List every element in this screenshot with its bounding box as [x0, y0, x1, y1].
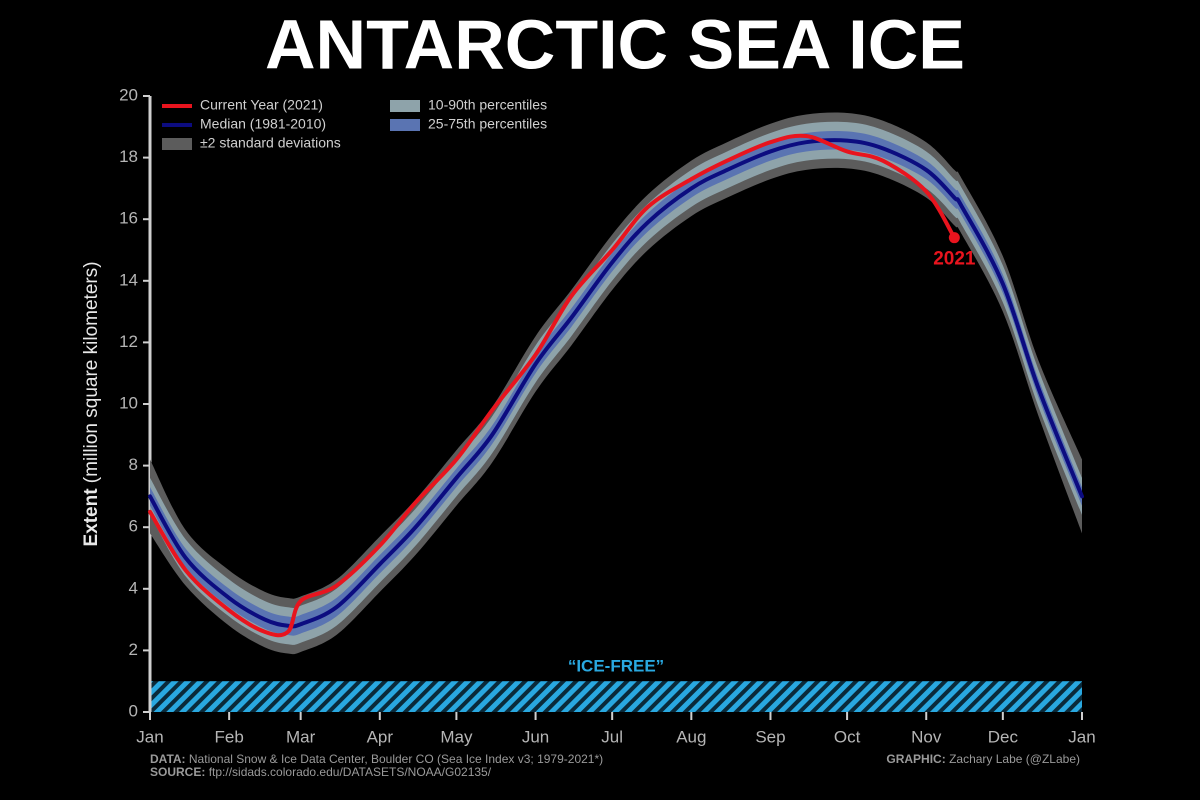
y-tick-label: 4	[129, 578, 138, 597]
plot-area: “ICE-FREE” 0 2 4 6 8 10 12 14 16 18 20 Jan Feb Mar Apr M…	[119, 85, 1096, 746]
x-tick-label: Dec	[988, 727, 1019, 746]
ice-free-band	[150, 681, 1082, 712]
x-tick-label: May	[440, 727, 473, 746]
x-tick-label: Apr	[367, 727, 394, 746]
end-label: 2021	[933, 249, 976, 270]
x-tick-label: Nov	[911, 727, 942, 746]
legend-label: 10-90th percentiles	[428, 97, 547, 113]
x-tick-label: Mar	[286, 727, 316, 746]
y-tick-label: 2	[129, 640, 138, 659]
y-tick-label: 8	[129, 455, 138, 474]
footer-data-text: National Snow & Ice Data Center, Boulder…	[189, 752, 603, 766]
ice-free-label: “ICE-FREE”	[568, 657, 664, 676]
y-tick-label: 16	[119, 209, 138, 228]
y-axis-label: Extent (million square kilometers)	[81, 261, 102, 546]
footer-graphic-text: Zachary Labe (@ZLabe)	[949, 752, 1080, 766]
footer-source-text: ftp://sidads.colorado.edu/DATASETS/NOAA/…	[209, 765, 492, 779]
legend-label: Current Year (2021)	[200, 97, 323, 113]
legend-label: 25-75th percentiles	[428, 116, 547, 132]
y-tick-label: 18	[119, 147, 138, 166]
x-tick-label: Jul	[601, 727, 623, 746]
legend-swatch	[162, 138, 192, 150]
x-tick-label: Jan	[1068, 727, 1095, 746]
legend-label: Median (1981-2010)	[200, 116, 326, 132]
footer-data-label: DATA:	[150, 752, 186, 766]
y-axis-label-unit: (million square kilometers)	[81, 261, 102, 483]
end-point	[948, 232, 960, 244]
chart-title: ANTARCTIC SEA ICE	[265, 5, 965, 83]
y-tick-label: 0	[129, 701, 138, 720]
legend-label: ±2 standard deviations	[200, 135, 341, 151]
footer-graphic-label: GRAPHIC:	[886, 752, 945, 766]
x-tick-label: Aug	[676, 727, 706, 746]
legend-swatch	[390, 100, 420, 112]
footer-source: SOURCE: ftp://sidads.colorado.edu/DATASE…	[150, 765, 492, 779]
y-axis-label-bold: Extent	[81, 488, 102, 547]
y-tick-label: 20	[119, 85, 138, 104]
footer-data: DATA: National Snow & Ice Data Center, B…	[150, 752, 603, 766]
footer-source-label: SOURCE:	[150, 765, 205, 779]
x-tick-label: Oct	[834, 727, 861, 746]
x-tick-label: Jun	[522, 727, 549, 746]
x-tick-label: Sep	[755, 727, 785, 746]
y-tick-label: 14	[119, 270, 138, 289]
legend-swatch	[390, 119, 420, 131]
y-tick-label: 12	[119, 332, 138, 351]
y-tick-label: 6	[129, 517, 138, 536]
x-tick-label: Feb	[215, 727, 244, 746]
footer-graphic: GRAPHIC: Zachary Labe (@ZLabe)	[886, 752, 1080, 766]
y-tick-label: 10	[119, 393, 138, 412]
line	[148, 133, 957, 638]
band	[150, 121, 1082, 645]
x-tick-label: Jan	[136, 727, 163, 746]
